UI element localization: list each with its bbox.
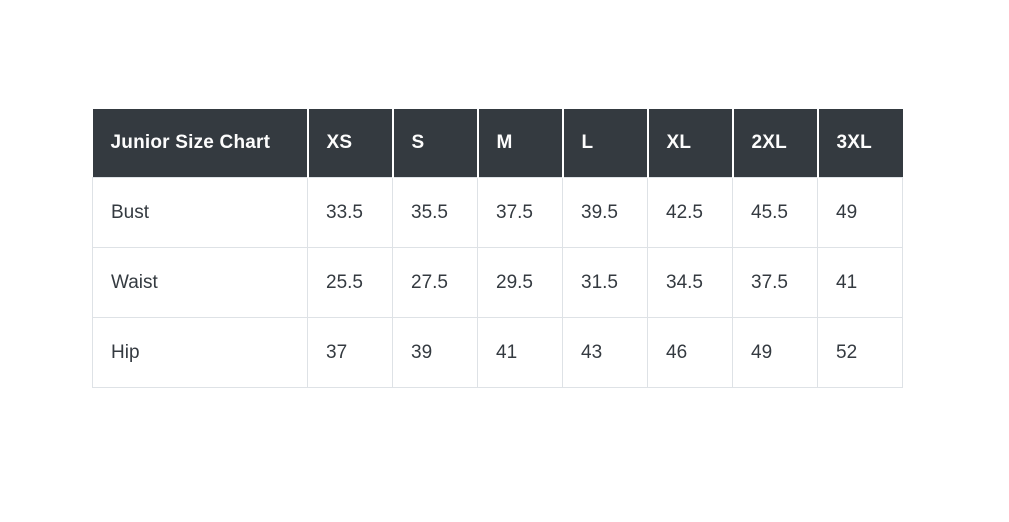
cell-bust-l: 39.5 xyxy=(562,177,648,248)
column-header-m: M xyxy=(476,109,563,178)
cell-waist-s: 27.5 xyxy=(392,247,478,318)
column-header-s: S xyxy=(391,109,478,178)
cell-bust-m: 37.5 xyxy=(477,177,563,248)
cell-hip-xl: 46 xyxy=(647,317,733,388)
cell-waist-xs: 25.5 xyxy=(307,247,393,318)
cell-waist-m: 29.5 xyxy=(477,247,563,318)
cell-hip-l: 43 xyxy=(562,317,648,388)
cell-hip-xs: 37 xyxy=(307,317,393,388)
junior-size-chart-table: Junior Size Chart XS S M L XL 2XL 3XL Bu… xyxy=(92,109,903,388)
row-label-waist: Waist xyxy=(92,247,308,318)
column-header-xs: XS xyxy=(306,109,393,178)
column-header-2xl: 2XL xyxy=(731,109,818,178)
table-header-row: Junior Size Chart XS S M L XL 2XL 3XL xyxy=(92,109,903,178)
cell-waist-l: 31.5 xyxy=(562,247,648,318)
table-title: Junior Size Chart xyxy=(92,109,308,178)
column-header-l: L xyxy=(561,109,648,178)
cell-bust-2xl: 45.5 xyxy=(732,177,818,248)
cell-waist-3xl: 41 xyxy=(817,247,903,318)
cell-waist-2xl: 37.5 xyxy=(732,247,818,318)
table-row-waist: Waist 25.5 27.5 29.5 31.5 34.5 37.5 41 xyxy=(92,247,903,318)
column-header-3xl: 3XL xyxy=(816,109,903,178)
table-row-hip: Hip 37 39 41 43 46 49 52 xyxy=(92,317,903,388)
cell-bust-xs: 33.5 xyxy=(307,177,393,248)
column-header-xl: XL xyxy=(646,109,733,178)
cell-bust-3xl: 49 xyxy=(817,177,903,248)
cell-bust-s: 35.5 xyxy=(392,177,478,248)
cell-hip-3xl: 52 xyxy=(817,317,903,388)
row-label-hip: Hip xyxy=(92,317,308,388)
table-row-bust: Bust 33.5 35.5 37.5 39.5 42.5 45.5 49 xyxy=(92,177,903,248)
row-label-bust: Bust xyxy=(92,177,308,248)
cell-hip-s: 39 xyxy=(392,317,478,388)
cell-bust-xl: 42.5 xyxy=(647,177,733,248)
cell-hip-m: 41 xyxy=(477,317,563,388)
cell-waist-xl: 34.5 xyxy=(647,247,733,318)
cell-hip-2xl: 49 xyxy=(732,317,818,388)
